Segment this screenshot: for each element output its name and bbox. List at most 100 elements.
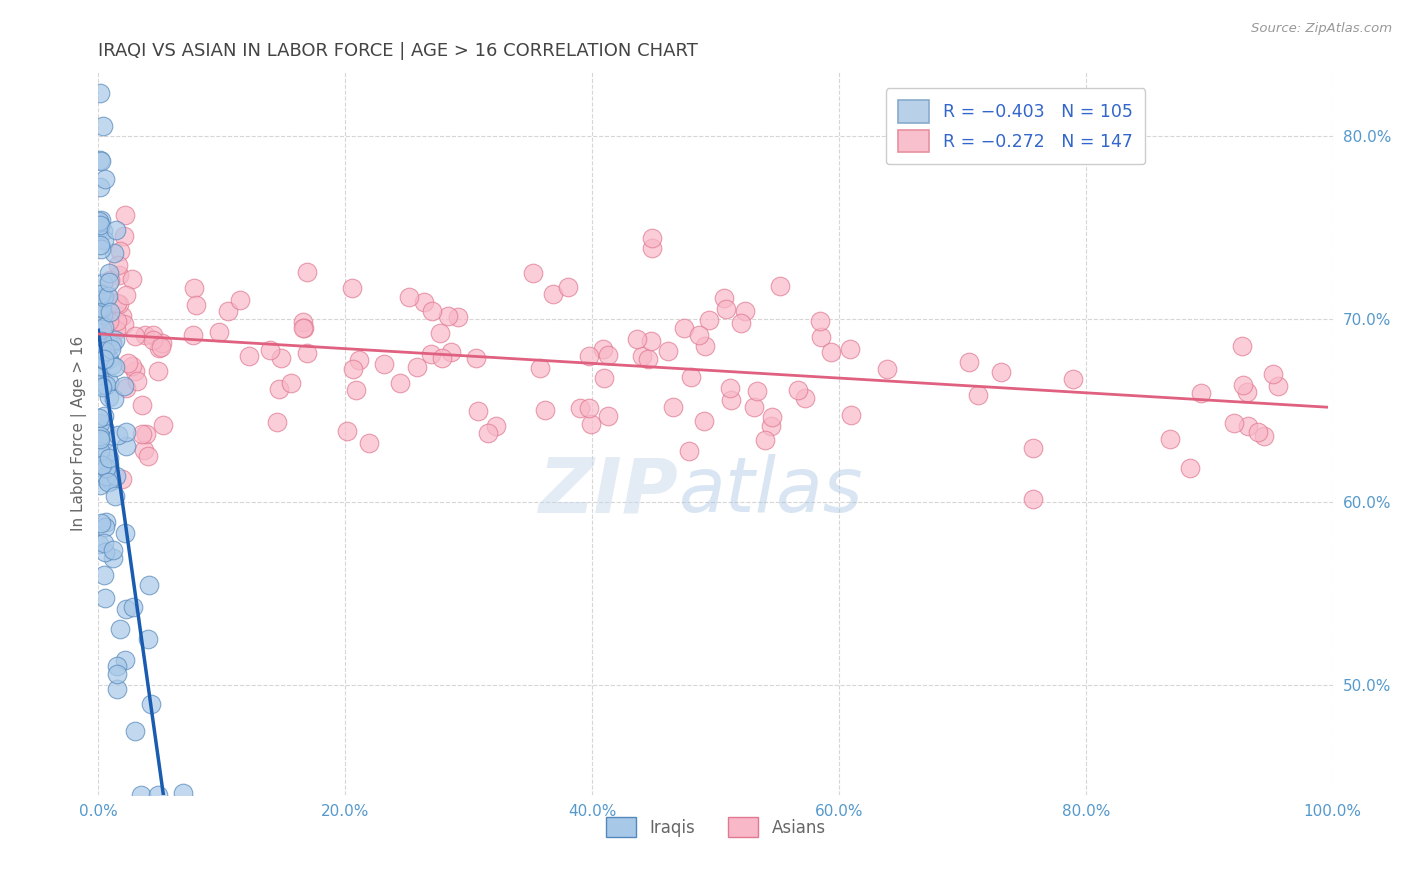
Point — [105, 682, 128, 697]
Point — [1180, 461, 1202, 475]
Point — [720, 392, 742, 407]
Point — [673, 320, 696, 334]
Point — [759, 419, 782, 434]
Point — [91, 301, 114, 315]
Point — [714, 302, 737, 317]
Point — [1247, 425, 1270, 439]
Point — [142, 327, 165, 342]
Point — [94, 316, 117, 330]
Point — [136, 449, 159, 463]
Point — [957, 355, 980, 369]
Point — [96, 460, 118, 475]
Point — [93, 352, 115, 367]
Point — [91, 334, 114, 348]
Point — [97, 334, 120, 349]
Point — [104, 489, 127, 503]
Point — [87, 214, 110, 228]
Point — [440, 345, 463, 359]
Point — [292, 321, 315, 335]
Point — [429, 326, 451, 341]
Point — [688, 328, 710, 343]
Point — [183, 327, 205, 342]
Point — [90, 359, 112, 373]
Point — [229, 293, 252, 308]
Point — [541, 286, 564, 301]
Point — [89, 444, 111, 458]
Point — [125, 374, 148, 388]
Point — [104, 323, 127, 337]
Point — [876, 362, 898, 376]
Point — [592, 370, 614, 384]
Point — [117, 356, 139, 370]
Point — [420, 304, 443, 318]
Point — [108, 622, 131, 636]
Point — [105, 667, 128, 681]
Point — [183, 281, 205, 295]
Point — [112, 317, 135, 331]
Point — [94, 338, 117, 352]
Point — [678, 444, 700, 458]
Point — [94, 378, 117, 392]
Point — [139, 698, 162, 712]
Point — [105, 313, 128, 327]
Point — [754, 433, 776, 447]
Point — [1263, 367, 1285, 381]
Point — [713, 291, 735, 305]
Point — [1236, 418, 1258, 433]
Point — [90, 322, 112, 336]
Point — [280, 376, 302, 390]
Point — [90, 345, 112, 359]
Point — [637, 351, 659, 366]
Point — [90, 380, 112, 394]
Point — [966, 388, 988, 402]
Point — [90, 458, 112, 472]
Point — [101, 337, 124, 351]
Point — [87, 214, 110, 228]
Point — [121, 272, 143, 286]
Point — [718, 381, 741, 395]
Point — [398, 289, 420, 303]
Point — [270, 351, 292, 365]
Point — [420, 347, 443, 361]
Point — [734, 303, 756, 318]
Point — [238, 349, 260, 363]
Point — [107, 428, 129, 442]
Point — [114, 602, 136, 616]
Point — [97, 451, 120, 466]
Point — [89, 300, 111, 314]
Text: ZIP: ZIP — [538, 454, 679, 528]
Point — [841, 408, 863, 422]
Point — [172, 786, 194, 800]
Point — [131, 398, 153, 412]
Point — [112, 379, 135, 393]
Point — [142, 333, 165, 347]
Point — [533, 402, 555, 417]
Point — [105, 222, 128, 236]
Point — [93, 352, 115, 367]
Point — [657, 343, 679, 358]
Point — [115, 381, 138, 395]
Point — [1022, 491, 1045, 506]
Point — [124, 723, 146, 738]
Point — [100, 343, 122, 357]
Point — [93, 376, 115, 391]
Point — [93, 233, 115, 247]
Point — [90, 287, 112, 301]
Point — [295, 265, 318, 279]
Point — [447, 310, 470, 324]
Point — [87, 411, 110, 425]
Point — [93, 434, 115, 448]
Point — [90, 242, 112, 256]
Point — [522, 267, 544, 281]
Point — [138, 632, 160, 646]
Point — [90, 377, 112, 392]
Point — [89, 478, 111, 492]
Point — [1159, 432, 1181, 446]
Point — [135, 427, 157, 442]
Point — [661, 400, 683, 414]
Point — [373, 357, 395, 371]
Point — [477, 425, 499, 440]
Point — [89, 153, 111, 167]
Point — [121, 599, 143, 614]
Point — [91, 224, 114, 238]
